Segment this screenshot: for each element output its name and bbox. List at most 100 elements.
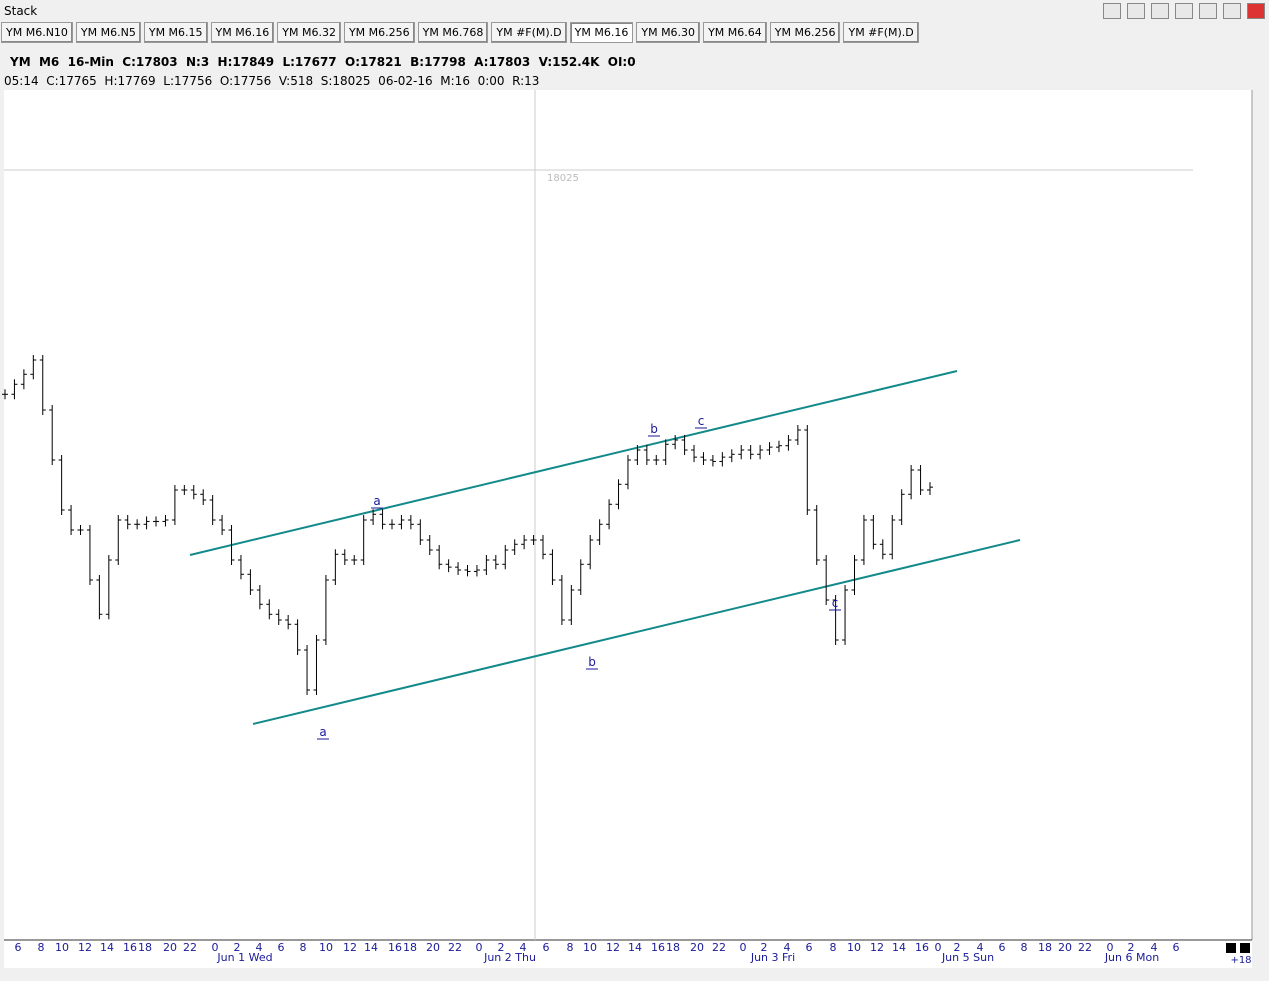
tab-bar: YM M6.N10 YM M6.N5 YM M6.15 YM M6.16 YM M6.3… [1,22,919,43]
toolbar-icons [1103,3,1265,19]
window-title: Stack [4,4,38,18]
price-bar [794,425,801,445]
close[interactable] [1247,3,1265,19]
price-bar [39,355,46,415]
price-bar [738,445,745,460]
price-bar [889,515,896,560]
price-bar [691,445,698,463]
tab[interactable]: YM M6.N10 [1,22,73,43]
x-tick-label: 10 [583,941,597,954]
price-bar [209,495,216,525]
x-tick-label: 16 [915,941,929,954]
x-tick-label: 16 [651,941,665,954]
price-bar [662,439,669,465]
price-bar [700,452,707,465]
x-tick-label: 8 [1021,941,1028,954]
price-bar [370,509,377,525]
price-bar [615,479,622,510]
wave-label: c [698,414,705,428]
price-bar [898,489,905,525]
price-bar [879,539,886,560]
x-tick-label: 6 [15,941,22,954]
date-label: Jun 6 Mon [1104,951,1159,964]
price-bar [398,515,405,530]
x-tick-label: 14 [892,941,906,954]
date-label: Jun 2 Thu [483,951,536,964]
x-axis-area [4,940,1252,968]
price-bar [455,562,462,575]
tab[interactable]: YM #F(M).D [491,22,567,43]
price-bar [105,555,112,620]
icon[interactable] [1151,3,1169,19]
x-tick-label: 4 [784,941,791,954]
x-tick-label: 0 [476,941,483,954]
bar-line: 05:14 C:17765 H:17769 L:17756 O:17756 V:… [4,74,540,88]
price-bar [917,465,924,495]
price-bar [417,519,424,545]
price-bar [540,535,547,560]
x-tick-label: 2 [234,941,241,954]
x-tick-label: 8 [300,941,307,954]
x-tick-label: 14 [100,941,114,954]
price-bar [407,515,414,530]
tab[interactable]: YM M6.16 [569,22,634,43]
tab[interactable]: YM M6.256 [343,22,415,43]
price-bar [86,525,93,585]
tab[interactable]: YM M6.64 [703,22,767,43]
tab[interactable]: YM M6.16 [210,22,275,43]
price-bar [11,379,18,400]
x-tick-label: 6 [543,941,550,954]
x-tick-label: 14 [364,941,378,954]
icon[interactable] [1103,3,1121,19]
minimize[interactable] [1199,3,1217,19]
price-bar [908,465,915,500]
x-tick-label: 0 [212,941,219,954]
icon[interactable] [1175,3,1193,19]
x-tick-label: 6 [1173,941,1180,954]
maximize[interactable] [1223,3,1241,19]
price-bar [30,355,37,380]
tab[interactable]: YM #F(M).D [843,22,919,43]
date-label: Jun 1 Wed [216,951,272,964]
x-tick-label: 6 [806,941,813,954]
price-bar [294,619,301,655]
x-tick-label: 4 [256,941,263,954]
price-bar [492,555,499,570]
x-tick-label: 12 [870,941,884,954]
x-tick-label: 2 [498,941,505,954]
x-tick-label: 20 [1058,941,1072,954]
wave-label: c [832,596,839,610]
price-bar [134,519,141,530]
price-bar [266,599,273,620]
price-bar [766,442,773,455]
price-bar [20,369,27,390]
price-bar [719,452,726,467]
price-bar [68,505,75,535]
tab[interactable]: YM M6.15 [143,22,208,43]
price-bar [681,435,688,455]
x-tick-label: 16 [388,941,402,954]
price-bar [379,509,386,530]
price-bar [190,485,197,500]
icon[interactable] [1127,3,1145,19]
x-tick-label: 10 [847,941,861,954]
tab[interactable]: YM M6.N5 [75,22,141,43]
x-tick-label: 22 [712,941,726,954]
tab[interactable]: YM M6.256 [769,22,841,43]
wave-label: b [650,422,658,436]
tab[interactable]: YM M6.32 [277,22,341,43]
price-bar [643,445,650,465]
tab[interactable]: YM M6.30 [636,22,701,43]
x-tick-label: 22 [448,941,462,954]
price-bar [832,595,839,645]
price-bar [341,549,348,565]
marker [1226,943,1236,953]
price-bar [426,535,433,555]
price-bar [860,515,867,565]
price-bar [653,455,660,465]
price-bar [153,516,160,527]
tab[interactable]: YM M6.768 [417,22,489,43]
x-tick-label: 8 [567,941,574,954]
wave-label: b [588,655,596,669]
